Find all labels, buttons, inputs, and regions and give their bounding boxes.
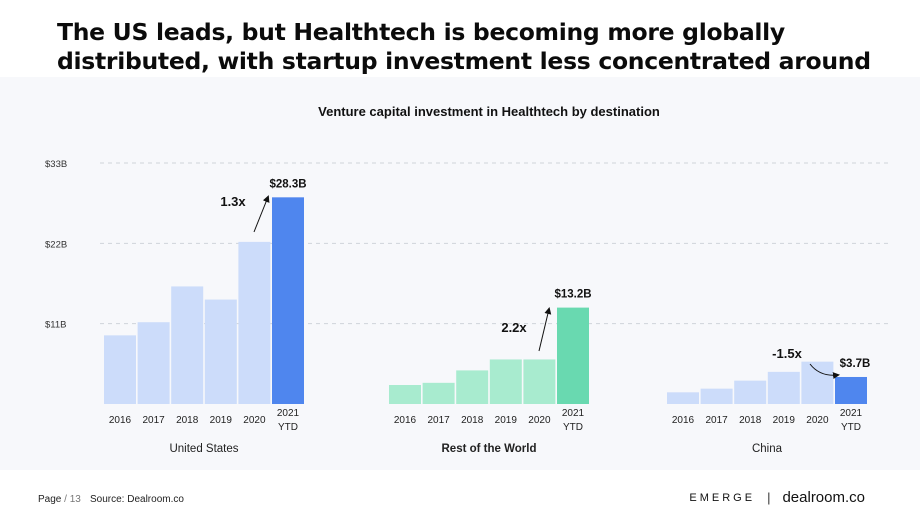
growth-arrow [538, 307, 552, 352]
panel-name: United States [169, 443, 238, 455]
highlight-value-label: $3.7B [840, 358, 871, 370]
x-tick-label: 2018 [739, 415, 762, 426]
x-tick-label: 2020 [528, 415, 551, 426]
source-note: Source: Dealroom.co [90, 494, 184, 505]
bar-rest-of-the-world-2 [456, 370, 489, 404]
page-headline: The US leads, but Healthtech is becoming… [57, 18, 871, 104]
bar-united-states-4 [238, 241, 271, 404]
chart-panel [0, 77, 920, 470]
dealroom-logo: dealroom.co [782, 489, 865, 506]
panel-name: Rest of the World [442, 443, 537, 455]
bar-china-1 [700, 388, 733, 404]
x-tick-label: 2018 [176, 415, 199, 426]
x-tick-label: 2016 [672, 415, 695, 426]
bar-rest-of-the-world-4 [523, 359, 556, 404]
x-tick-label: 2019 [495, 415, 518, 426]
growth-arrow [253, 195, 270, 233]
emerge-logo: EMERGE [689, 491, 756, 504]
y-tick-label: $22B [45, 239, 67, 250]
page-indicator: Page / 13 [38, 494, 81, 505]
growth-multiplier-label: 2.2x [501, 320, 527, 335]
bar-china-2 [734, 380, 767, 404]
bar-united-states-5 [272, 197, 304, 404]
x-tick-label-suffix: YTD [563, 422, 583, 433]
x-tick-label: 2021 [840, 408, 863, 419]
bar-united-states-2 [171, 286, 204, 404]
x-tick-label: 2020 [806, 415, 829, 426]
brand-logos: EMERGE | dealroom.co [689, 489, 865, 506]
highlight-value-label: $13.2B [554, 289, 591, 301]
x-tick-label: 2017 [705, 415, 728, 426]
x-tick-label: 2016 [109, 415, 132, 426]
x-tick-label: 2021 [562, 408, 585, 419]
x-tick-label: 2020 [243, 415, 266, 426]
panel-name: China [752, 443, 783, 455]
highlight-value-label: $28.3B [269, 178, 306, 190]
bar-rest-of-the-world-1 [422, 382, 455, 404]
y-tick-label: $11B [45, 320, 66, 331]
page-number: / 13 [64, 494, 81, 505]
x-tick-label: 2019 [210, 415, 233, 426]
x-tick-label-suffix: YTD [278, 422, 298, 433]
bar-china-5 [835, 376, 867, 404]
y-tick-label: $33B [45, 159, 67, 170]
x-tick-label: 2019 [773, 415, 796, 426]
x-tick-label: 2017 [427, 415, 450, 426]
bar-rest-of-the-world-5 [557, 307, 589, 404]
page-prefix: Page [38, 494, 62, 505]
growth-multiplier-label: -1.5x [772, 346, 802, 361]
chart-title: Venture capital investment in Healthtech… [318, 104, 660, 119]
bar-united-states-1 [137, 322, 170, 404]
x-tick-label: 2018 [461, 415, 484, 426]
bar-united-states-0 [104, 335, 136, 404]
bar-china-4 [801, 361, 834, 404]
bar-rest-of-the-world-0 [389, 385, 421, 404]
growth-arrow [809, 363, 840, 380]
bar-china-0 [667, 392, 699, 404]
brand-separator: | [767, 490, 771, 505]
bar-china-3 [767, 371, 800, 404]
x-tick-label: 2016 [394, 415, 417, 426]
x-tick-label: 2021 [277, 408, 300, 419]
growth-multiplier-label: 1.3x [220, 194, 246, 209]
bar-rest-of-the-world-3 [489, 359, 522, 404]
x-tick-label-suffix: YTD [841, 422, 861, 433]
x-tick-label: 2017 [142, 415, 165, 426]
bar-united-states-3 [204, 299, 237, 404]
footer [0, 470, 920, 517]
healthtech-investment-chart: Venture capital investment in Healthtech… [45, 104, 890, 455]
